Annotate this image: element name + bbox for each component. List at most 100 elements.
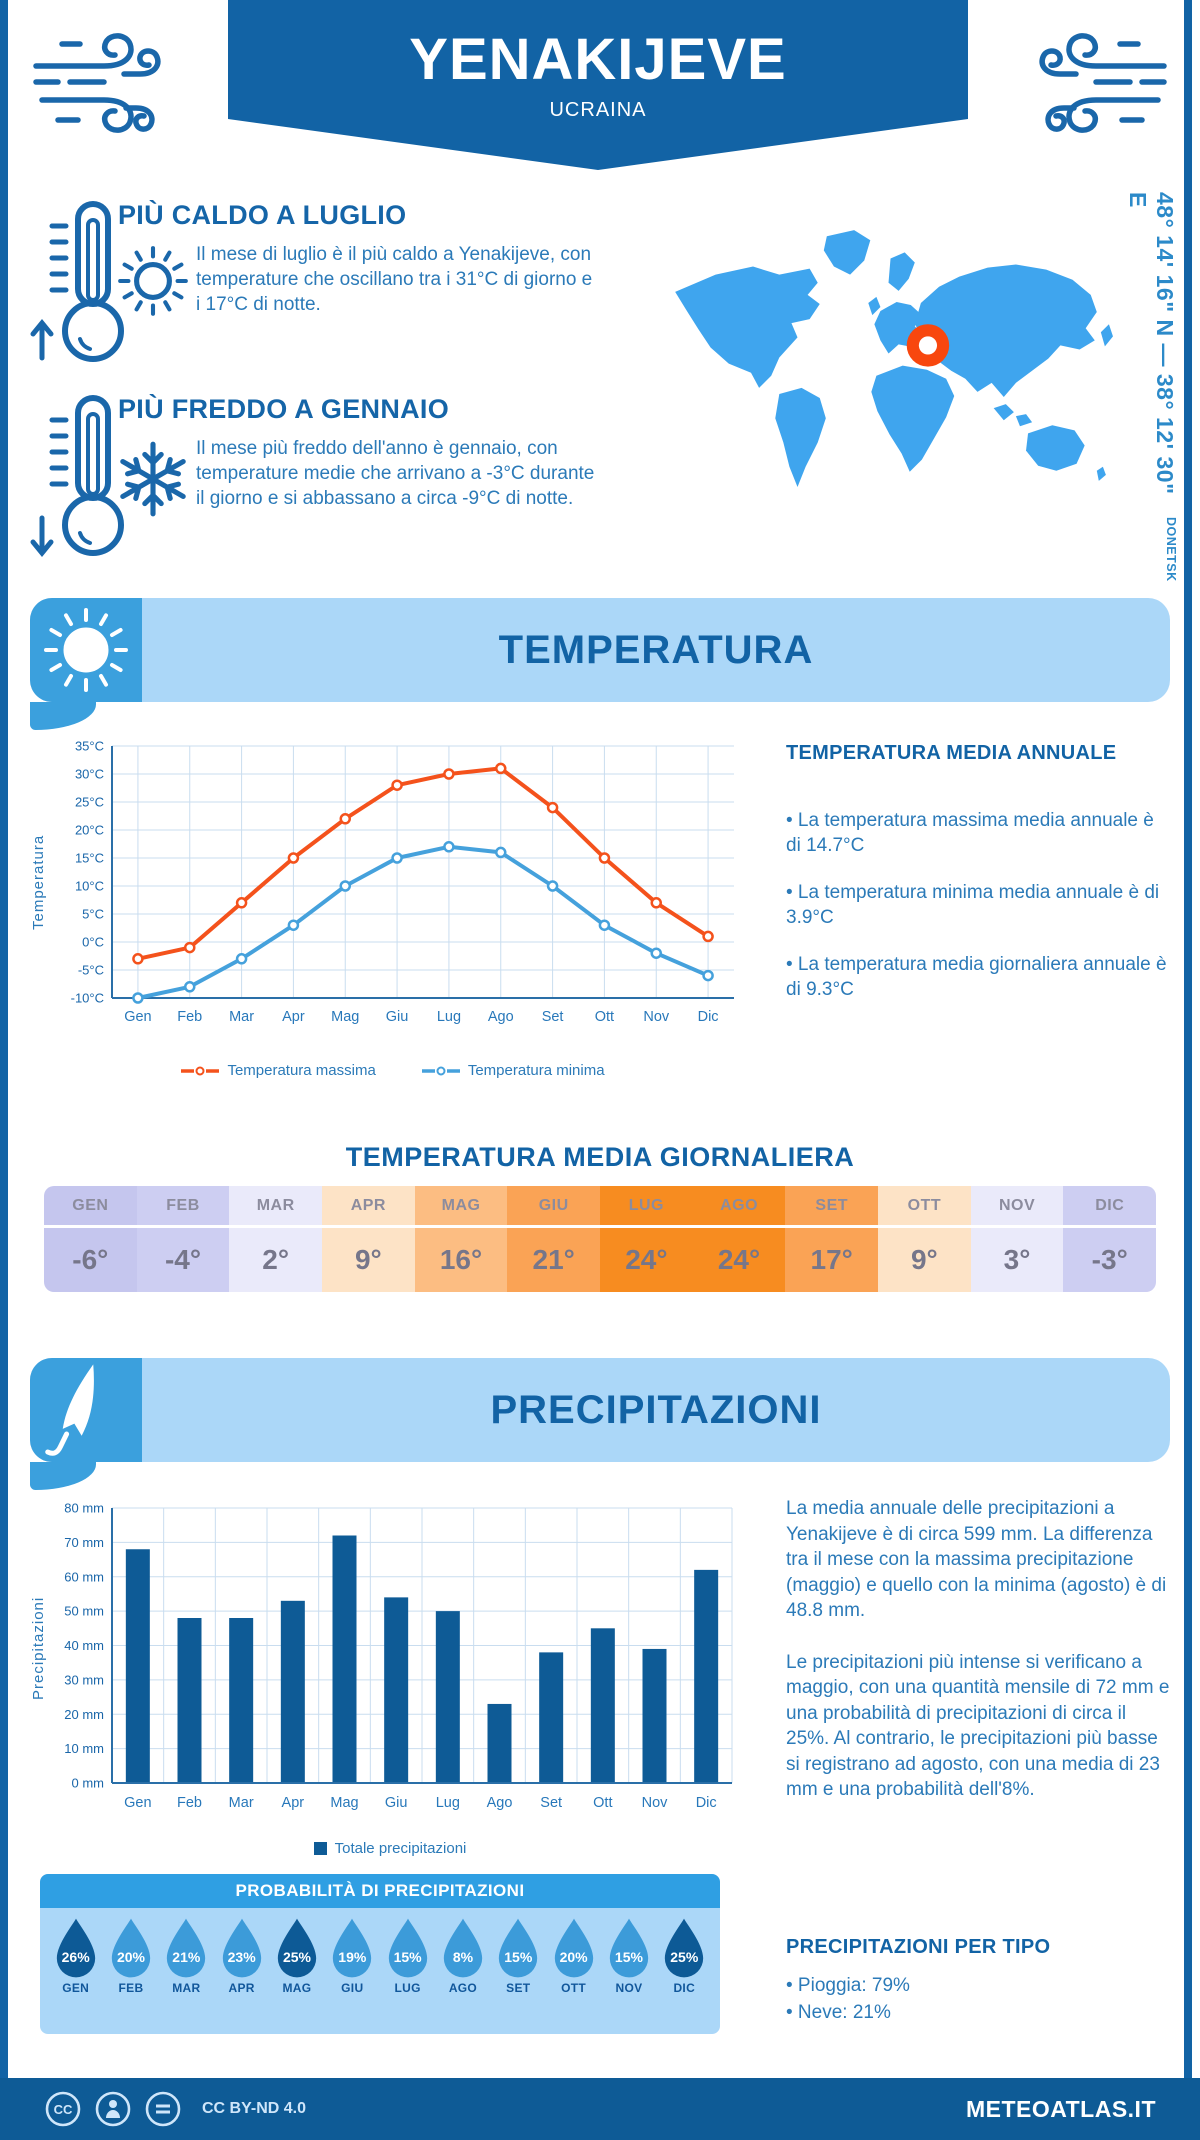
- month-header: GEN: [44, 1186, 137, 1228]
- water-drop-icon: [665, 1918, 704, 1978]
- probability-month-label: DIC: [673, 1981, 696, 1995]
- water-drop-icon: [333, 1918, 372, 1978]
- svg-text:60 mm: 60 mm: [64, 1569, 104, 1584]
- precipitation-banner-title: PRECIPITAZIONI: [490, 1387, 822, 1432]
- probability-drop-mar: 21% MAR: [161, 1916, 211, 2034]
- annual-bullet: • La temperatura minima media annuale è …: [786, 882, 1160, 928]
- month-column-giu: GIU 21°: [507, 1186, 601, 1292]
- water-drop-icon: [499, 1918, 538, 1978]
- water-drop-icon: [56, 1918, 95, 1978]
- svg-text:Mar: Mar: [229, 1009, 254, 1025]
- probability-month-label: LUG: [394, 1981, 421, 1995]
- svg-text:Mag: Mag: [330, 1795, 358, 1811]
- page-title: YENAKIJEVE: [409, 27, 787, 92]
- month-temperature-value: -6°: [72, 1244, 109, 1275]
- umbrella-icon: [45, 1364, 94, 1456]
- footer: CC CC BY-ND 4.0 METEOATLAS.IT: [0, 2078, 1200, 2140]
- probability-percent: 21%: [172, 1949, 201, 1965]
- precipitation-chart-legend: Totale precipitazioni: [40, 1840, 740, 1857]
- precipitation-paragraph: Le precipitazioni più intense si verific…: [786, 1651, 1170, 1801]
- svg-text:Mar: Mar: [229, 1795, 254, 1811]
- probability-month-label: MAR: [172, 1981, 201, 1995]
- probability-drop-gen: 26% GEN: [51, 1916, 101, 2034]
- probability-panel: PROBABILITÀ DI PRECIPITAZIONI 26% GEN 20% F…: [40, 1874, 720, 2034]
- svg-text:Set: Set: [540, 1795, 562, 1811]
- probability-drop-apr: 23% APR: [217, 1916, 267, 2034]
- month-column-lug: LUG 24°: [600, 1186, 693, 1292]
- cold-text: Il mese più freddo dell'anno è gennaio, …: [196, 438, 595, 509]
- svg-text:Dic: Dic: [698, 1009, 719, 1025]
- month-temperature-value: 2°: [262, 1244, 290, 1275]
- svg-text:35°C: 35°C: [75, 739, 104, 754]
- probability-month-label: NOV: [615, 1981, 643, 1995]
- probability-drops: 26% GEN 20% FEB 21% MAR 23% APR 25% MAG 19% GIU 15% L…: [40, 1908, 720, 2034]
- probability-percent: 15%: [393, 1949, 422, 1965]
- type-bullet: • Pioggia: 79%: [786, 1975, 910, 1996]
- bar-feb: [177, 1618, 202, 1783]
- banner-tail: [30, 702, 96, 730]
- bar-nov: [642, 1648, 667, 1783]
- bar-ago: [487, 1703, 512, 1783]
- month-column-mag: MAG 16°: [414, 1186, 508, 1292]
- legend-line-icon: [421, 1066, 460, 1075]
- probability-month-label: OTT: [561, 1981, 587, 1995]
- svg-text:Ago: Ago: [487, 1795, 513, 1811]
- month-header: AGO: [692, 1186, 786, 1228]
- bar-dic: [694, 1569, 719, 1783]
- svg-text:10 mm: 10 mm: [64, 1741, 104, 1756]
- svg-text:Apr: Apr: [282, 1795, 305, 1811]
- y-tick-labels: 0 mm 10 mm 20 mm 30 mm 40 mm 50 mm 60 mm 70 mm 8…: [64, 1501, 104, 1791]
- no-derivatives-icon: [145, 2091, 181, 2127]
- month-header: OTT: [878, 1186, 971, 1228]
- bar-mar: [229, 1618, 254, 1783]
- probability-drop-lug: 15% LUG: [383, 1916, 433, 2034]
- probability-percent: 23%: [227, 1949, 256, 1965]
- svg-text:25°C: 25°C: [75, 795, 104, 810]
- cold-title: PIÙ FREDDO A GENNAIO: [118, 394, 450, 424]
- svg-text:Lug: Lug: [437, 1009, 461, 1025]
- legend-square: [313, 1842, 327, 1855]
- month-column-gen: GEN -6°: [44, 1186, 137, 1292]
- probability-title: PROBABILITÀ DI PRECIPITAZIONI: [40, 1874, 720, 1908]
- svg-text:Nov: Nov: [642, 1795, 669, 1811]
- month-temperature-value: 24°: [717, 1244, 761, 1275]
- month-column-nov: NOV 3°: [970, 1186, 1064, 1292]
- precip-legend-label: Totale precipitazioni: [334, 1840, 467, 1857]
- probability-percent: 15%: [614, 1949, 643, 1965]
- temperature-banner-title: TEMPERATURA: [498, 627, 814, 672]
- month-column-set: SET 17°: [785, 1186, 879, 1292]
- wind-icon: [33, 33, 161, 133]
- month-header: NOV: [970, 1186, 1064, 1228]
- svg-text:80 mm: 80 mm: [64, 1501, 104, 1516]
- probability-percent: 25%: [670, 1949, 699, 1965]
- y-tick-labels: -10°C -5°C 0°C 5°C 10°C 15°C 20°C 25°C 30°C 35°C: [71, 739, 104, 1006]
- legend-label: Temperatura minima: [467, 1062, 605, 1079]
- annual-bullet: • La temperatura media giornaliera annua…: [786, 954, 1167, 1000]
- month-temperature-value: 21°: [532, 1244, 575, 1275]
- svg-text:-5°C: -5°C: [78, 963, 104, 978]
- probability-month-label: MAG: [282, 1981, 312, 1995]
- probability-drop-dic: 25% DIC: [659, 1916, 709, 2034]
- bar-giu: [384, 1597, 409, 1783]
- month-header: MAR: [229, 1186, 323, 1228]
- water-drop-icon: [388, 1918, 427, 1978]
- probability-month-label: SET: [506, 1981, 531, 1995]
- bar-set: [539, 1652, 564, 1783]
- legend-line-icon: [181, 1066, 220, 1075]
- month-temperature-value: 3°: [1003, 1244, 1031, 1275]
- water-drop-icon: [222, 1918, 261, 1978]
- month-column-ago: AGO 24°: [692, 1186, 786, 1292]
- coordinates-block: 48° 14' 16" N — 38° 12' 30" E DONETSK: [1124, 192, 1178, 582]
- probability-month-label: GIU: [341, 1981, 364, 1995]
- water-drop-icon: [554, 1918, 593, 1978]
- precipitation-paragraph: La media annuale delle precipitazioni a …: [786, 1498, 1167, 1621]
- probability-drop-mag: 25% MAG: [272, 1916, 322, 2034]
- svg-text:20 mm: 20 mm: [64, 1707, 104, 1722]
- month-temperature-value: -3°: [1091, 1244, 1128, 1275]
- right-edge-bar: [1184, 0, 1192, 2140]
- probability-drop-nov: 15% NOV: [604, 1916, 654, 2034]
- precipitation-banner-icon-box: [30, 1358, 142, 1462]
- svg-text:-10°C: -10°C: [71, 991, 104, 1006]
- svg-text:70 mm: 70 mm: [64, 1535, 104, 1550]
- bars: [125, 1535, 719, 1783]
